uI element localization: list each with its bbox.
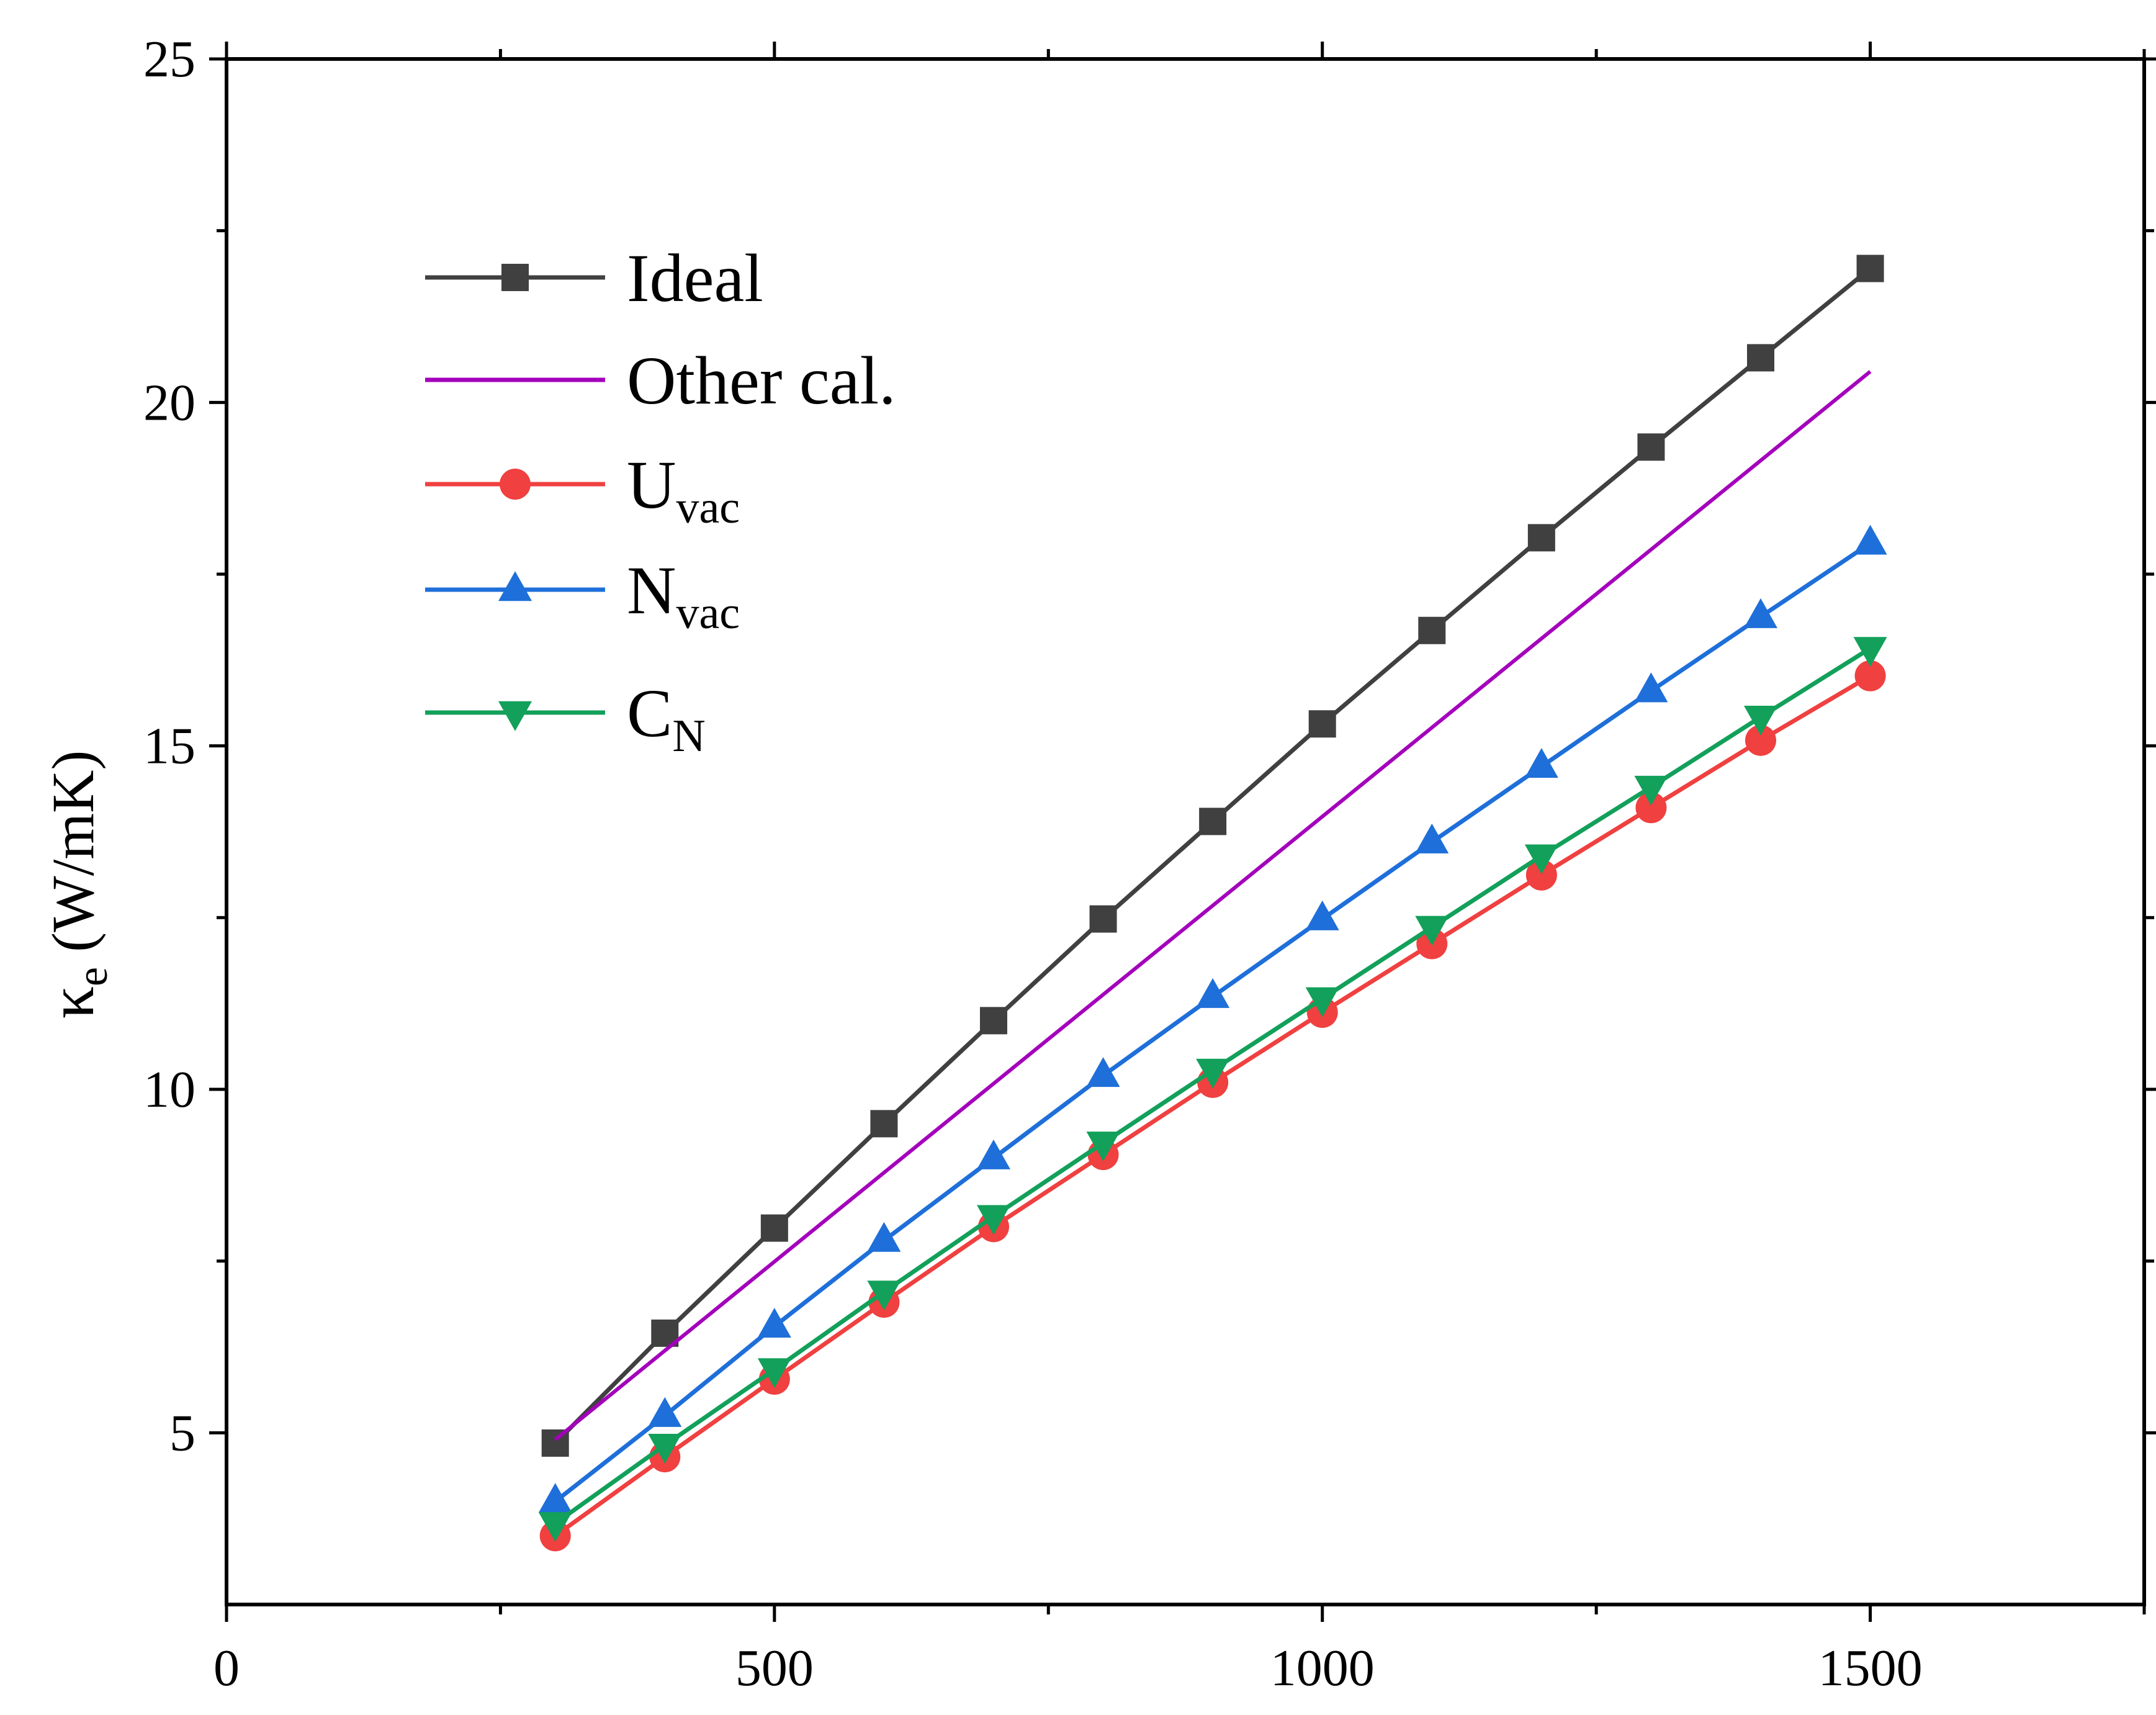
legend-label-main: C <box>627 675 672 751</box>
data-point <box>1089 905 1117 933</box>
data-point <box>757 1308 791 1338</box>
data-point <box>1527 524 1555 552</box>
y-axis-title-unit: (W/mK) <box>40 750 106 967</box>
x-tick-label: 1000 <box>1270 1639 1375 1697</box>
legend-marker <box>501 264 529 291</box>
legend-label-main: Ideal <box>627 240 763 316</box>
data-point <box>1635 792 1667 824</box>
legend-label: CN <box>627 675 706 762</box>
data-point <box>1086 1057 1120 1087</box>
legend-label-subscript: N <box>672 711 705 762</box>
y-tick-label: 15 <box>143 718 195 775</box>
data-point <box>760 1214 788 1242</box>
series-line <box>554 266 1872 1445</box>
legend-marker <box>498 701 532 731</box>
data-point <box>1308 710 1336 738</box>
y-axis-title-subscript: e <box>69 967 117 986</box>
series-ideal <box>541 254 1884 1457</box>
legend-marker <box>498 571 532 601</box>
data-point <box>1418 616 1446 644</box>
x-tick-label: 500 <box>735 1639 814 1697</box>
y-tick-label: 10 <box>143 1061 195 1119</box>
y-axis-title: κe (W/mK) <box>36 750 117 1019</box>
legend-item: Other cal. <box>425 343 896 418</box>
legend-label-main: Other cal. <box>627 343 896 418</box>
data-point <box>1305 900 1339 930</box>
data-point <box>1854 660 1886 691</box>
data-point <box>1199 808 1227 835</box>
legend-item: Nvac <box>425 552 740 639</box>
data-point <box>1196 978 1230 1008</box>
data-point <box>1853 637 1887 667</box>
data-point <box>870 1110 898 1138</box>
data-point <box>1415 916 1449 946</box>
data-point <box>1744 705 1777 736</box>
data-point <box>757 1358 791 1389</box>
data-point <box>977 1139 1010 1169</box>
legend-label: Other cal. <box>627 343 896 418</box>
series-layer <box>538 254 1887 1552</box>
data-point <box>538 1512 572 1542</box>
legend-marker <box>500 469 531 500</box>
data-point <box>648 1397 682 1427</box>
data-point <box>1634 775 1668 806</box>
legend-label-subscript: vac <box>676 482 740 533</box>
y-tick-label: 20 <box>143 374 195 431</box>
data-point <box>980 1007 1007 1035</box>
data-point <box>1747 344 1774 372</box>
ticks-layer: 0 500 1000 1500 5 10 15 20 25 <box>143 30 2156 1697</box>
legend-item: Uvac <box>425 447 740 533</box>
legend-label: Uvac <box>627 447 740 533</box>
legend-label-main: N <box>627 552 676 628</box>
data-point <box>1637 433 1665 461</box>
data-point <box>1745 724 1776 756</box>
y-tick-label: 25 <box>143 30 195 88</box>
series-nvac <box>538 524 1887 1513</box>
y-tick-label: 5 <box>169 1404 195 1462</box>
plot-frame <box>225 57 2146 1606</box>
data-point <box>867 1222 901 1252</box>
legend-label-main: U <box>627 447 676 523</box>
data-point <box>1634 672 1668 703</box>
series-line <box>554 673 1872 1538</box>
data-point <box>1524 748 1558 778</box>
data-point <box>1524 844 1558 875</box>
data-point <box>1856 254 1884 282</box>
legend-item: Ideal <box>425 240 763 316</box>
data-point <box>1415 823 1449 853</box>
data-point <box>867 1281 901 1311</box>
series-line <box>554 541 1872 1503</box>
data-point <box>1744 598 1777 628</box>
legend-label: Ideal <box>627 240 763 316</box>
legend-item: CN <box>425 675 706 762</box>
series-cn <box>538 637 1887 1542</box>
data-point <box>977 1205 1010 1235</box>
data-point <box>1853 524 1887 555</box>
series-other-cal- <box>554 370 1872 1441</box>
legend-label-subscript: vac <box>676 588 740 639</box>
y-axis-title-symbol: κ <box>36 986 107 1019</box>
data-point <box>1305 987 1339 1017</box>
data-point <box>538 1483 572 1513</box>
data-point <box>1196 1058 1230 1089</box>
data-point <box>1086 1132 1120 1162</box>
data-point <box>648 1434 682 1464</box>
x-tick-label: 0 <box>213 1639 240 1697</box>
legend-label: Nvac <box>627 552 740 639</box>
data-point <box>1525 859 1557 891</box>
series-line <box>554 370 1872 1441</box>
x-tick-label: 1500 <box>1818 1639 1923 1697</box>
series-uvac <box>539 660 1886 1552</box>
